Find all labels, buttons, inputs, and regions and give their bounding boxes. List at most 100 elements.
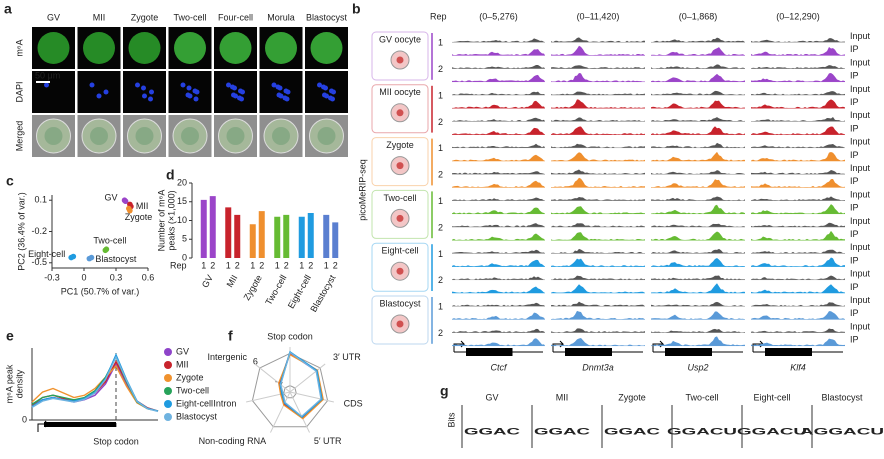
y-axis-label: peaks (×1,000) (166, 190, 176, 250)
point-label: Two-cell (93, 236, 126, 246)
coverage-track (452, 154, 545, 161)
x-tick-label: 0.6 (142, 272, 155, 282)
rep-axis-label: Rep (170, 260, 187, 270)
nucleus (192, 88, 198, 94)
coverage-track (452, 286, 545, 293)
gene-name: Ctcf (490, 362, 508, 372)
bar (332, 222, 339, 258)
track-label: IP (850, 71, 859, 81)
motif-name: MII (556, 392, 569, 402)
coverage-track (751, 328, 845, 333)
track-label: Input (850, 31, 871, 41)
row-label: m⁶A (14, 39, 24, 56)
nucleus (237, 95, 242, 101)
coverage-track (751, 91, 845, 95)
track-label: Input (850, 216, 871, 226)
y-tick-label: 0 (182, 252, 187, 262)
y-axis-label: PC2 (36.4% of var.) (16, 192, 26, 271)
y-axis-label: Number of m⁶A (156, 190, 166, 252)
column-header: Morula (267, 12, 295, 22)
rep-label: 2 (438, 222, 443, 232)
coverage-track (651, 231, 745, 241)
panel-label: f (228, 328, 233, 344)
coverage-track (651, 311, 745, 320)
point-label: Blastocyst (95, 254, 137, 264)
coverage-track (651, 301, 745, 307)
gene-name: Klf4 (790, 362, 806, 372)
coverage-track (452, 328, 545, 333)
y-tick-label: 0.1 (34, 195, 47, 205)
x-tick-label: MII (225, 273, 240, 289)
point-label: Zygote (125, 212, 153, 222)
coverage-track (452, 259, 545, 267)
coverage-track (551, 232, 645, 241)
motif-logo: GGAC (534, 426, 591, 436)
coverage-track (651, 196, 745, 201)
coverage-track (751, 126, 845, 135)
motif-logo: GGAC (464, 426, 521, 436)
coverage-track (551, 37, 645, 43)
coverage-track (651, 336, 745, 346)
radar-spoke (289, 391, 310, 433)
coverage-track (452, 100, 545, 109)
bar (209, 196, 216, 258)
nucleus (238, 88, 243, 94)
nucleus (271, 82, 277, 88)
rep-label: 1 (438, 143, 443, 153)
coverage-track (452, 249, 545, 254)
radar-spoke (270, 391, 291, 433)
coverage-track (452, 171, 545, 175)
coverage-track (551, 338, 645, 346)
axis-label: Non-coding RNA (199, 436, 267, 446)
coverage-track (751, 178, 845, 188)
panel-label: d (166, 167, 175, 183)
coverage-track (751, 152, 845, 161)
coverage-track (651, 126, 745, 135)
tss-arrow (453, 340, 466, 352)
rep-label: 1 (438, 38, 443, 48)
column-header: Zygote (131, 12, 159, 22)
nucleus (230, 84, 235, 90)
group-name: GV oocyte (379, 34, 421, 44)
axis-label: CDS (344, 399, 363, 409)
coverage-track (651, 248, 745, 254)
nucleus (321, 84, 326, 90)
coverage-track (651, 100, 745, 109)
bar (200, 199, 207, 258)
group-name: Zygote (386, 140, 414, 150)
coverage-track (651, 223, 745, 227)
axis-label: Stop codon (267, 331, 313, 341)
radar-grid (251, 352, 329, 428)
bar (298, 216, 305, 258)
tss-arrow (552, 340, 565, 352)
coverage-track (551, 248, 645, 254)
coverage-track (751, 144, 845, 148)
y-tick-label: 5 (182, 234, 187, 244)
embryo-core (396, 162, 404, 170)
rep-label: 2 (259, 260, 264, 270)
nucleus (103, 89, 109, 95)
legend-marker (164, 413, 172, 421)
rep-label: 2 (438, 64, 443, 74)
nucleus (186, 85, 192, 91)
gene-name: Usp2 (687, 362, 708, 372)
track-label: Input (850, 269, 871, 279)
x-tick-label: -0.3 (44, 272, 60, 282)
y-tick-label: 10 (177, 215, 187, 225)
track-label: IP (850, 282, 859, 292)
group-name: Eight-cell (381, 246, 418, 256)
embryo-core (396, 214, 404, 222)
coverage-track (551, 169, 645, 175)
panel-label: g (440, 383, 449, 399)
nucleus (180, 82, 186, 88)
gene-exon (466, 348, 513, 356)
coverage-track (551, 177, 645, 188)
coverage-track (551, 206, 645, 214)
track-label: IP (850, 97, 859, 107)
m6a-stain (219, 32, 252, 64)
coverage-track (751, 99, 845, 109)
coverage-track (751, 257, 845, 267)
embryo-core (396, 320, 404, 328)
nucleus (135, 82, 140, 88)
nucleus (275, 84, 281, 90)
